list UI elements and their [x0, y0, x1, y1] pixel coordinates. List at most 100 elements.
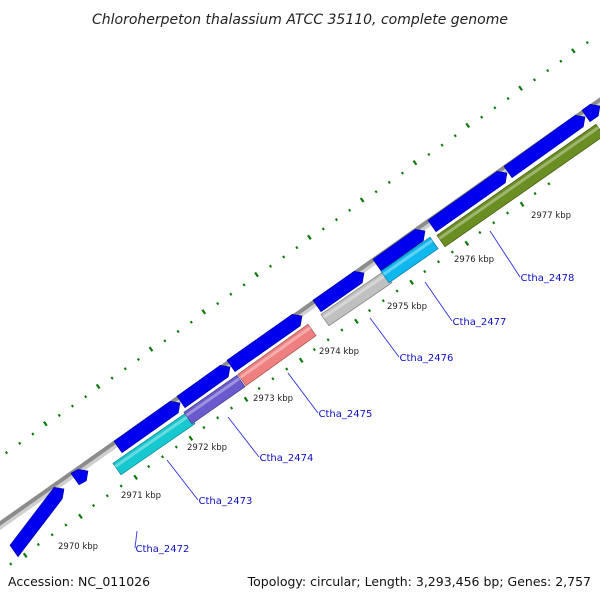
gene-callout-line [134, 530, 138, 549]
reverse-gene-highlight [322, 273, 388, 319]
inner-tick-mark [133, 474, 138, 480]
inner-tick-mark [271, 377, 275, 381]
forward-gene-arrow [70, 468, 89, 486]
backbone [0, 97, 600, 531]
outer-tick-mark [348, 208, 352, 212]
outer-tick-mark [307, 234, 312, 240]
forward-gene-arrow [176, 364, 231, 409]
inner-tick-mark [229, 406, 234, 410]
gene-label: Ctha_2473 [199, 496, 253, 507]
inner-tick-mark [36, 542, 40, 547]
inner-tick-mark [450, 250, 454, 254]
outer-tick-mark [359, 197, 365, 203]
inner-tick-mark [547, 182, 551, 186]
gene-label: Ctha_2478 [521, 273, 575, 284]
outer-tick-mark [518, 85, 523, 91]
inner-tick-mark [91, 503, 96, 508]
inner-tick-mark [105, 494, 109, 498]
inner-tick-mark [519, 201, 525, 207]
inner-tick-mark [257, 386, 261, 391]
gene-callout-line [424, 281, 453, 322]
reverse-gene-bar [320, 270, 393, 327]
inner-tick-mark [492, 221, 496, 225]
reverse-gene-highlight [185, 377, 241, 417]
kbp-label: 2976 kbp [454, 255, 494, 265]
inner-tick-mark [298, 357, 304, 363]
inner-tick-mark [64, 523, 68, 527]
inner-tick-mark [147, 464, 151, 469]
outer-tick-mark [412, 160, 418, 166]
forward-gene-arrow [9, 486, 65, 558]
outer-tick-mark [585, 40, 589, 45]
outer-tick-mark [440, 143, 444, 147]
reverse-gene-highlight [382, 239, 434, 276]
outer-tick-mark [268, 264, 273, 268]
reverse-gene-bar [237, 323, 317, 387]
gene-callouts: Ctha_2472 Ctha_2473 Ctha_2474 Ctha_2475 Ctha… [134, 230, 575, 555]
kbp-scale-labels: 2970 kbp 2971 kbp 2972 kbp 2973 kbp 2974 kbp… [58, 211, 571, 552]
inner-tick-mark [505, 211, 510, 215]
outer-tick-mark [506, 96, 510, 101]
outer-tick-mark [84, 395, 88, 399]
reverse-gene-bar [112, 411, 196, 476]
inner-tick-mark [367, 308, 372, 313]
reverse-gene-bar [436, 123, 600, 248]
reverse-gene-bar [380, 236, 439, 284]
inner-tick-mark [464, 240, 470, 246]
inner-tick-ring [9, 182, 551, 566]
outer-tick-mark [148, 346, 154, 352]
outer-tick-mark [110, 376, 114, 380]
forward-gene-arrow [503, 114, 586, 179]
outer-tick-mark [282, 255, 286, 259]
inner-tick-mark [326, 338, 330, 342]
outer-tick-mark [321, 227, 325, 231]
accession-label: Accession: NC_011026 [8, 574, 150, 589]
gene-label: Ctha_2475 [319, 409, 373, 420]
gene-label: Ctha_2472 [136, 544, 190, 555]
outer-tick-mark [163, 339, 167, 343]
gene-callout-line [227, 416, 260, 458]
gene-label: Ctha_2476 [400, 353, 454, 364]
outer-tick-mark [546, 68, 550, 73]
forward-gene-arrow [226, 313, 303, 373]
inner-tick-mark [478, 230, 482, 235]
kbp-label: 2973 kbp [253, 394, 293, 404]
outer-tick-mark [465, 122, 471, 129]
inner-tick-mark [423, 269, 427, 274]
forward-gene-track [9, 103, 600, 558]
forward-gene-arrow [427, 170, 508, 233]
outer-tick-mark [295, 246, 299, 250]
gene-label: Ctha_2477 [453, 317, 507, 328]
inner-tick-mark [22, 552, 28, 558]
gene-callout-line [287, 372, 319, 414]
forward-gene-arrow [312, 270, 365, 313]
inner-tick-mark [354, 318, 359, 324]
outer-tick-mark [216, 301, 220, 306]
outer-tick-mark [559, 59, 563, 63]
inner-tick-mark [174, 445, 178, 449]
outer-tick-mark [374, 190, 378, 194]
reverse-gene-highlight [438, 126, 600, 240]
outer-tick-mark [387, 180, 391, 184]
kbp-label: 2975 kbp [387, 302, 427, 312]
reverse-gene-bar [183, 374, 246, 425]
forward-gene-arrow [581, 103, 600, 123]
outer-tick-mark [18, 441, 22, 445]
inner-tick-mark [119, 484, 123, 488]
outer-tick-mark [95, 383, 101, 390]
outer-tick-mark [31, 432, 35, 436]
gene-label: Ctha_2474 [260, 453, 314, 464]
outer-tick-mark [123, 367, 127, 371]
map-title: Chloroherpeton thalassium ATCC 35110, co… [92, 12, 508, 28]
reverse-gene-highlight [114, 414, 191, 468]
forward-gene-arrow [372, 228, 426, 272]
inner-tick-mark [50, 533, 54, 537]
outer-tick-mark [571, 48, 576, 54]
inner-tick-mark [395, 289, 399, 293]
kbp-label: 2977 kbp [531, 211, 571, 221]
inner-tick-mark [188, 435, 194, 441]
inner-tick-mark [243, 396, 249, 402]
outer-tick-mark [189, 320, 193, 324]
outer-tick-mark [532, 78, 537, 82]
